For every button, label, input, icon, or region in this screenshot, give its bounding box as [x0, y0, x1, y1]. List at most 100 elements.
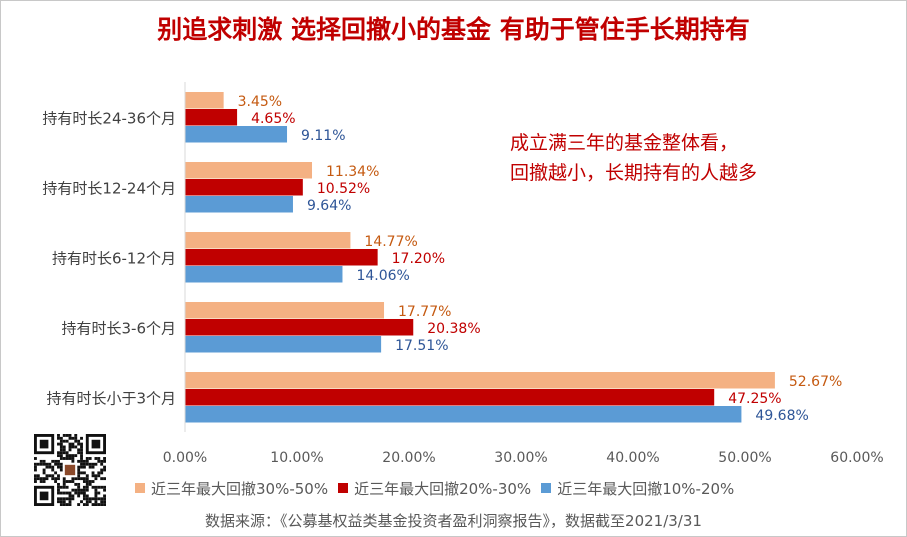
qr-module — [85, 462, 89, 466]
qr-module — [85, 500, 89, 504]
qr-module — [103, 457, 106, 460]
qr-module — [71, 454, 75, 458]
qr-module — [59, 457, 63, 460]
qr-module — [68, 480, 72, 483]
qr-module — [103, 468, 106, 472]
qr-module — [85, 474, 89, 478]
qr-module — [74, 439, 78, 443]
legend-item-2: 近三年最大回撤20%-30% — [338, 478, 531, 499]
legend-item-1: 近三年最大回撤30%-50% — [135, 478, 328, 499]
qr-module — [51, 468, 55, 472]
qr-module — [100, 497, 104, 501]
qr-module — [54, 477, 58, 481]
qr-module — [71, 480, 75, 483]
qr-module — [34, 477, 37, 481]
qr-module — [97, 459, 101, 463]
qr-module — [77, 491, 81, 495]
qr-module — [80, 445, 83, 449]
qr-module — [65, 491, 69, 495]
qr-module — [94, 500, 98, 504]
qr-module — [94, 462, 98, 466]
annotation-line-1: 成立满三年的基金整体看， — [510, 132, 739, 154]
qr-module — [80, 462, 83, 466]
qr-module — [59, 497, 63, 501]
qr-module — [74, 445, 78, 449]
qr-module — [45, 474, 49, 478]
category-label: 持有时长3-6个月 — [61, 320, 176, 338]
value-label: 17.51% — [395, 338, 448, 354]
qr-module — [91, 465, 95, 469]
bar — [185, 196, 293, 213]
qr-module — [103, 465, 106, 469]
qr-module — [59, 468, 63, 472]
qr-module — [59, 462, 63, 466]
qr-module — [85, 488, 89, 492]
qr-module — [85, 503, 89, 506]
qr-module — [68, 457, 72, 460]
qr-module — [77, 468, 81, 472]
qr-module — [77, 448, 81, 452]
qr-module — [65, 497, 69, 501]
qr-module — [62, 485, 66, 489]
qr-module — [65, 451, 69, 455]
qr-module — [59, 448, 63, 452]
qr-module — [62, 480, 66, 483]
qr-module — [57, 497, 60, 501]
qr-module — [62, 439, 66, 443]
qr-module — [82, 488, 86, 492]
bar — [185, 92, 224, 109]
bar — [185, 302, 385, 319]
qr-module — [85, 457, 89, 460]
legend-label-3: 近三年最大回撤10%-20% — [557, 479, 735, 498]
qr-module — [94, 474, 98, 478]
qr-module — [77, 482, 81, 486]
qr-module — [94, 477, 98, 481]
qr-module — [74, 436, 78, 440]
qr-module — [100, 459, 104, 463]
qr-module — [42, 462, 46, 466]
qr-module — [91, 485, 95, 489]
qr-module — [68, 448, 72, 452]
qr-module — [48, 474, 52, 478]
qr-module — [68, 491, 72, 495]
qr-module — [103, 485, 106, 489]
qr-module — [91, 503, 95, 506]
qr-module — [94, 457, 98, 460]
qr-module — [42, 471, 46, 475]
value-label: 11.34% — [326, 164, 379, 180]
x-tick-label: 0.00% — [163, 450, 207, 466]
annotation-text: 成立满三年的基金整体看， 回撤越小，长期持有的人越多 — [510, 128, 757, 188]
qr-module — [100, 462, 104, 466]
qr-module — [80, 491, 83, 495]
qr-module — [74, 488, 78, 492]
qr-module — [54, 480, 58, 483]
qr-module — [62, 497, 66, 501]
bar — [185, 372, 775, 389]
category-label: 持有时长6-12个月 — [52, 250, 176, 268]
qr-module — [59, 465, 63, 469]
qr-module — [59, 442, 63, 446]
qr-module — [68, 503, 72, 506]
qr-module — [82, 480, 86, 483]
qr-module — [97, 497, 101, 501]
qr-module — [74, 434, 78, 437]
qr-module — [82, 491, 86, 495]
qr-module — [65, 485, 69, 489]
qr-module — [57, 477, 60, 481]
qr-module — [77, 474, 81, 478]
qr-module — [68, 445, 72, 449]
qr-module — [62, 451, 66, 455]
qr-finder — [39, 491, 49, 501]
qr-module — [82, 477, 86, 481]
qr-module — [88, 462, 92, 466]
qr-module — [62, 491, 66, 495]
value-label: 17.20% — [392, 251, 445, 267]
qr-module — [51, 477, 55, 481]
qr-module — [36, 474, 40, 478]
qr-module — [94, 503, 98, 506]
bar — [185, 406, 742, 423]
qr-module — [80, 457, 83, 460]
qr-module — [103, 459, 106, 463]
qr-module — [68, 494, 72, 498]
qr-module — [82, 471, 86, 475]
